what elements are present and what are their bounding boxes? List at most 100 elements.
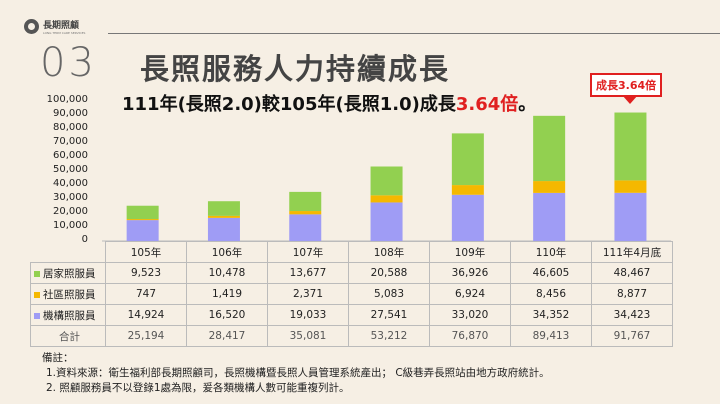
bar-機構照服員 (533, 192, 566, 241)
bar-社區照服員 (289, 211, 322, 215)
bar-社區照服員 (207, 215, 240, 218)
bar-機構照服員 (370, 202, 403, 241)
data-label: 747 (105, 283, 187, 305)
legend-swatch-icon (34, 291, 40, 298)
y-tick-label: 50,000 (53, 164, 88, 175)
data-label: 6,924 (429, 283, 511, 305)
data-label: 5,083 (348, 283, 430, 305)
total-value: 35,081 (267, 325, 349, 347)
category-label: 110年 (510, 241, 592, 263)
corner (30, 241, 106, 263)
data-label: 9,523 (105, 262, 187, 284)
growth-callout: 成長3.64倍 (590, 73, 663, 97)
y-tick-label: 0 (81, 234, 88, 245)
bar-居家照服員 (370, 166, 403, 196)
data-label: 16,520 (186, 304, 268, 326)
total-value: 91,767 (591, 325, 673, 347)
subtitle-text: 111年(長照2.0)較105年(長照1.0)成長 (122, 94, 456, 115)
note-2: 2. 照顧服務員不以登錄1處為限，爰各類機構人數可能重複列計。 (46, 382, 350, 394)
category-label: 107年 (267, 241, 349, 263)
total-row: 合計 25,194 28,417 35,081 53,212 76,870 89,413 91… (30, 325, 673, 347)
y-tick-label: 10,000 (53, 220, 88, 231)
data-label: 1,419 (186, 283, 268, 305)
y-tick-label: 60,000 (53, 150, 88, 161)
bar-機構照服員 (614, 192, 647, 241)
data-label: 14,924 (105, 304, 187, 326)
data-label: 36,926 (429, 262, 511, 284)
data-label: 8,877 (591, 283, 673, 305)
total-value: 76,870 (429, 325, 511, 347)
category-label: 109年 (429, 241, 511, 263)
bar-社區照服員 (126, 219, 159, 221)
notes-heading: 備註： (42, 352, 74, 364)
data-label: 27,541 (348, 304, 430, 326)
legend-swatch-icon (34, 270, 40, 277)
data-label: 33,020 (429, 304, 511, 326)
bar-居家照服員 (533, 115, 566, 182)
y-tick-label: 70,000 (53, 136, 88, 147)
data-label: 34,423 (591, 304, 673, 326)
page-title: 長照服務人力持續成長 (140, 52, 451, 86)
data-label: 10,478 (186, 262, 268, 284)
data-table: 105年 106年 107年 108年 109年 110年 111年4月底居家照服員 9,52… (30, 241, 673, 347)
bar-機構照服員 (207, 217, 240, 241)
logo: 長期照顧 LONG TERM CARE SERVICES (24, 18, 85, 35)
bar-社區照服員 (451, 185, 484, 195)
y-tick-label: 80,000 (53, 122, 88, 133)
bar-居家照服員 (207, 201, 240, 216)
subtitle-highlight: 3.64倍 (455, 94, 519, 115)
y-tick-label: 40,000 (53, 178, 88, 189)
data-label: 34,352 (510, 304, 592, 326)
bar-居家照服員 (289, 191, 322, 212)
table-row: 機構照服員 14,924 16,520 19,033 27,541 33,020 34,35… (30, 304, 673, 326)
note-1: 1.資料來源：衛生福利部長期照顧司，長照機構暨長照人員管理系統產出； C級巷弄長… (46, 367, 550, 379)
category-label: 106年 (186, 241, 268, 263)
page-number: 03 (40, 40, 97, 86)
logo-text: 長期照顧 (43, 21, 80, 31)
bar-機構照服員 (451, 194, 484, 241)
bar-居家照服員 (126, 205, 159, 220)
total-value: 89,413 (510, 325, 592, 347)
series-name: 機構照服員 (43, 309, 96, 322)
series-label: 社區照服員 (30, 283, 106, 305)
y-tick-label: 30,000 (53, 192, 88, 203)
bar-社區照服員 (370, 195, 403, 203)
data-label: 46,605 (510, 262, 592, 284)
legend-swatch-icon (34, 312, 40, 319)
table-row: 社區照服員 747 1,419 2,371 5,083 6,924 8,456 8,877 (30, 283, 673, 305)
y-tick-label: 20,000 (53, 206, 88, 217)
data-label: 20,588 (348, 262, 430, 284)
series-name: 居家照服員 (43, 267, 96, 280)
total-value: 25,194 (105, 325, 187, 347)
category-label: 108年 (348, 241, 430, 263)
bar-居家照服員 (614, 112, 647, 181)
total-value: 53,212 (348, 325, 430, 347)
header-divider (108, 33, 720, 34)
series-label: 機構照服員 (30, 304, 106, 326)
data-label: 8,456 (510, 283, 592, 305)
y-tick-label: 90,000 (53, 108, 88, 119)
category-label: 111年4月底 (591, 241, 673, 263)
subtitle-suffix: 。 (518, 94, 537, 115)
bar-居家照服員 (451, 133, 484, 186)
data-label: 48,467 (591, 262, 673, 284)
notes: 備註： 1.資料來源：衛生福利部長期照顧司，長照機構暨長照人員管理系統產出； C… (42, 351, 550, 396)
series-name: 社區照服員 (43, 288, 96, 301)
logo-icon (24, 19, 39, 34)
series-label: 居家照服員 (30, 262, 106, 284)
logo-subtext: LONG TERM CARE SERVICES (43, 31, 86, 35)
bar-機構照服員 (289, 214, 322, 241)
y-tick-label: 100,000 (46, 94, 88, 105)
total-label: 合計 (30, 325, 106, 347)
callout-arrow-icon (622, 95, 638, 104)
subtitle: 111年(長照2.0)較105年(長照1.0)成長3.64倍。 (122, 90, 536, 116)
data-label: 13,677 (267, 262, 349, 284)
data-label: 19,033 (267, 304, 349, 326)
table-row: 居家照服員 9,523 10,478 13,677 20,588 36,926 46,605… (30, 262, 673, 284)
bar-社區照服員 (614, 180, 647, 193)
table-header-row: 105年 106年 107年 108年 109年 110年 111年4月底 (30, 241, 673, 263)
total-value: 28,417 (186, 325, 268, 347)
bar-社區照服員 (533, 181, 566, 193)
